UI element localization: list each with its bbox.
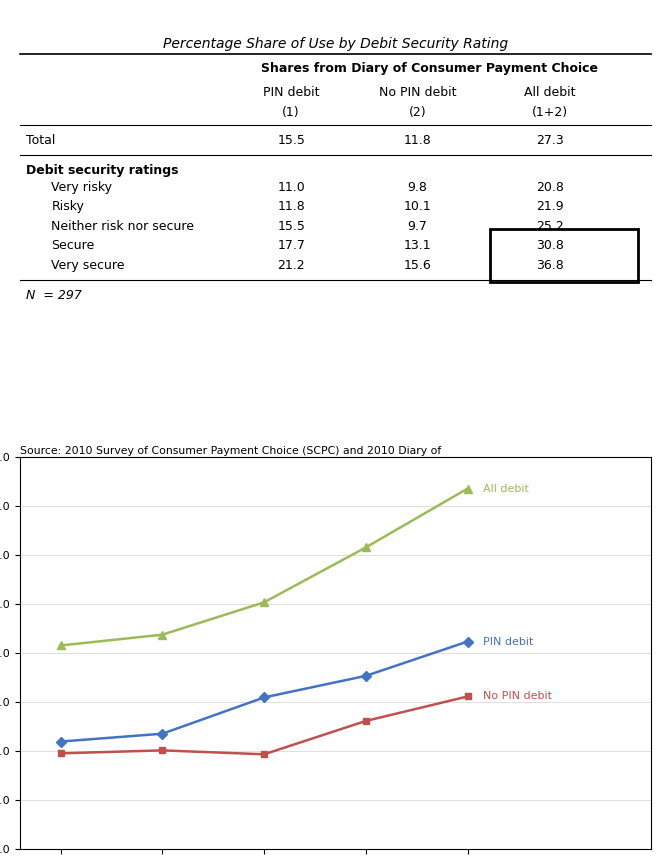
Text: Shares from Diary of Consumer Payment Choice: Shares from Diary of Consumer Payment Ch… <box>262 63 598 76</box>
Text: 36.8: 36.8 <box>536 259 564 272</box>
Text: Total: Total <box>27 134 56 147</box>
Text: All debit: All debit <box>483 484 529 493</box>
Text: 30.8: 30.8 <box>536 239 564 252</box>
Text: 15.5: 15.5 <box>278 134 305 147</box>
Text: 15.6: 15.6 <box>404 259 431 272</box>
Bar <box>490 229 638 281</box>
Text: 21.9: 21.9 <box>536 201 564 214</box>
Text: Risky: Risky <box>52 201 84 214</box>
Text: 20.8: 20.8 <box>536 181 564 194</box>
Text: 11.8: 11.8 <box>404 134 431 147</box>
Text: Neither risk nor secure: Neither risk nor secure <box>52 220 195 233</box>
Text: Source: 2010 Survey of Consumer Payment Choice (SCPC) and 2010 Diary of
Consumer: Source: 2010 Survey of Consumer Payment … <box>20 446 488 514</box>
Text: 17.7: 17.7 <box>278 239 305 252</box>
Text: 9.8: 9.8 <box>408 181 427 194</box>
Text: 9.7: 9.7 <box>408 220 427 233</box>
Text: 11.0: 11.0 <box>278 181 305 194</box>
Text: Debit security ratings: Debit security ratings <box>27 164 179 177</box>
Text: No PIN debit: No PIN debit <box>378 86 456 100</box>
Text: PIN debit: PIN debit <box>483 637 533 647</box>
Text: 10.1: 10.1 <box>404 201 431 214</box>
Text: PIN debit: PIN debit <box>263 86 319 100</box>
Text: (2): (2) <box>408 106 426 118</box>
Text: All debit: All debit <box>524 86 576 100</box>
Text: Very secure: Very secure <box>52 259 125 272</box>
Text: 11.8: 11.8 <box>278 201 305 214</box>
Text: 27.3: 27.3 <box>536 134 564 147</box>
Text: (1+2): (1+2) <box>532 106 568 118</box>
Text: Percentage Share of Use by Debit Security Rating: Percentage Share of Use by Debit Securit… <box>163 37 508 51</box>
Text: 13.1: 13.1 <box>404 239 431 252</box>
Text: Very risky: Very risky <box>52 181 112 194</box>
Text: No PIN debit: No PIN debit <box>483 692 552 702</box>
Text: 25.2: 25.2 <box>536 220 564 233</box>
Text: (1): (1) <box>282 106 300 118</box>
Text: N  = 297: N = 297 <box>27 289 82 302</box>
Text: 21.2: 21.2 <box>278 259 305 272</box>
Text: 15.5: 15.5 <box>278 220 305 233</box>
Text: Secure: Secure <box>52 239 95 252</box>
